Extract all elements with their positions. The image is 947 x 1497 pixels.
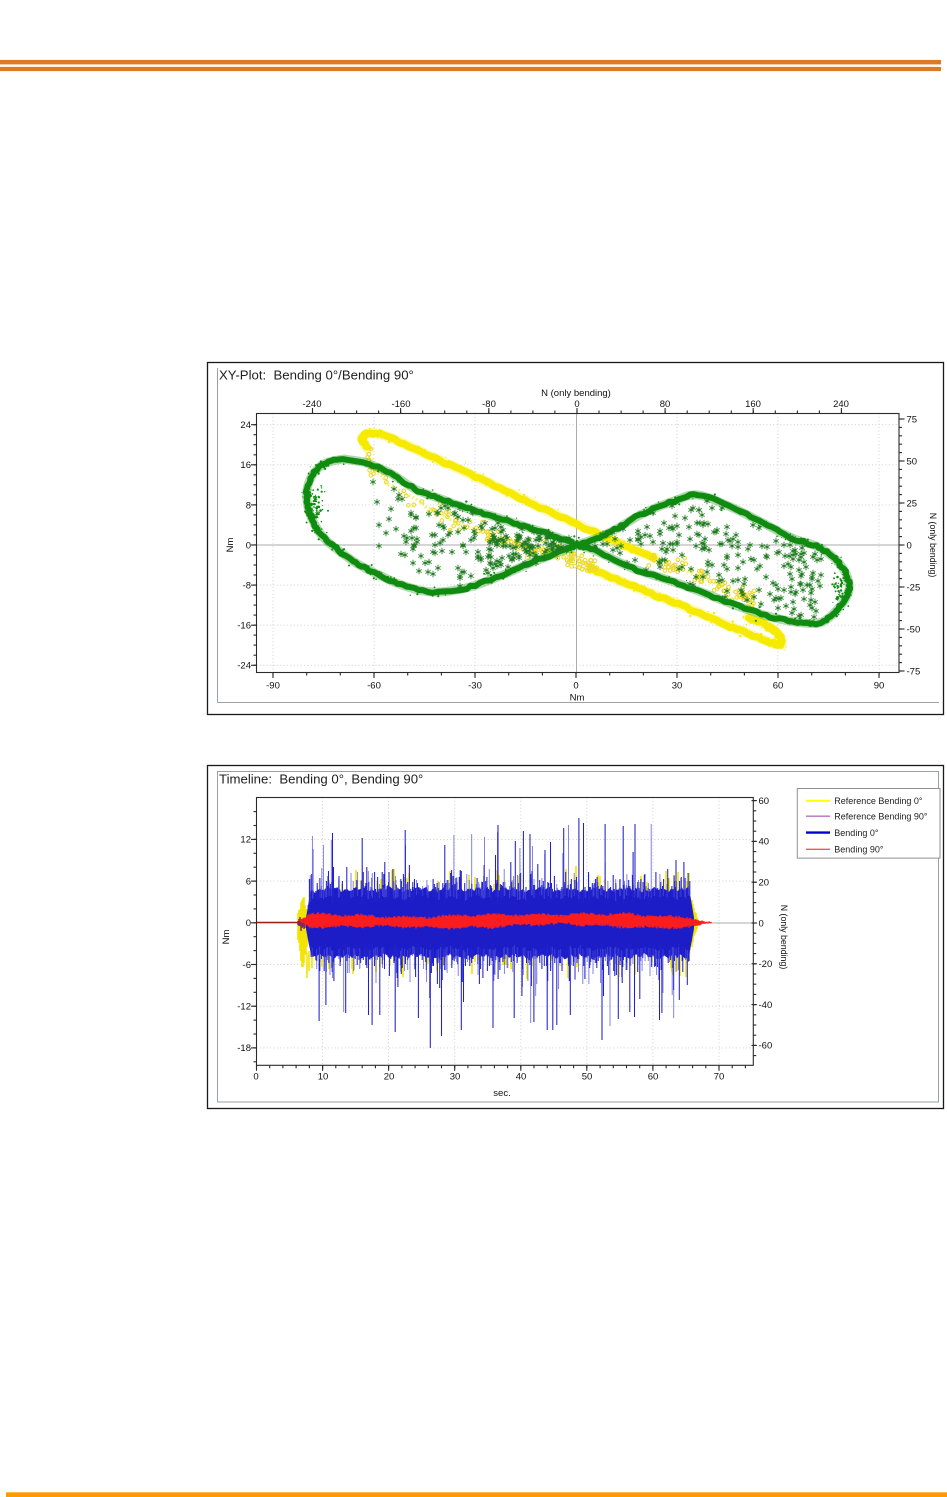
svg-text:8: 8 (246, 500, 251, 511)
svg-text:16: 16 (240, 460, 251, 471)
svg-text:-25: -25 (907, 582, 921, 593)
svg-text:XY-Plot: Bending 0°/Bending 9: XY-Plot: Bending 0°/Bending 90° (219, 368, 414, 383)
svg-text:Reference Bending 90°: Reference Bending 90° (834, 811, 928, 821)
svg-text:N (only bending): N (only bending) (779, 905, 789, 970)
svg-text:25: 25 (907, 498, 918, 509)
svg-text:12: 12 (240, 835, 251, 846)
svg-text:0: 0 (246, 540, 251, 551)
svg-text:40: 40 (516, 1072, 527, 1083)
svg-text:-80: -80 (482, 399, 496, 410)
svg-text:30: 30 (672, 681, 683, 692)
svg-text:50: 50 (582, 1072, 593, 1083)
svg-text:60: 60 (759, 796, 770, 807)
svg-text:20: 20 (759, 878, 770, 889)
svg-text:sec.: sec. (493, 1088, 510, 1099)
svg-text:0: 0 (759, 918, 764, 929)
svg-text:-60: -60 (759, 1041, 773, 1052)
svg-text:Timeline: Bending 0°, Bending: Timeline: Bending 0°, Bending 90° (219, 772, 423, 787)
svg-text:0: 0 (907, 540, 912, 551)
svg-text:-8: -8 (243, 581, 251, 592)
svg-text:N (only bending): N (only bending) (541, 388, 611, 399)
svg-text:0: 0 (574, 399, 579, 410)
svg-text:60: 60 (773, 681, 784, 692)
svg-text:N (only bending): N (only bending) (928, 513, 938, 578)
svg-text:-240: -240 (302, 399, 321, 410)
svg-text:24: 24 (240, 420, 251, 431)
svg-text:160: 160 (745, 399, 761, 410)
svg-text:Bending 90°: Bending 90° (834, 845, 884, 855)
svg-text:40: 40 (759, 837, 770, 848)
svg-text:75: 75 (907, 414, 918, 425)
svg-text:-6: -6 (243, 960, 251, 971)
svg-text:0: 0 (253, 1072, 258, 1083)
svg-text:Reference Bending 0°: Reference Bending 0° (834, 796, 923, 806)
svg-text:90: 90 (874, 681, 885, 692)
svg-text:-16: -16 (237, 621, 251, 632)
svg-text:10: 10 (318, 1072, 329, 1083)
svg-text:-24: -24 (237, 661, 251, 672)
svg-text:60: 60 (648, 1072, 659, 1083)
svg-text:20: 20 (384, 1072, 395, 1083)
svg-text:50: 50 (907, 456, 918, 467)
svg-text:80: 80 (660, 399, 671, 410)
svg-text:70: 70 (714, 1072, 725, 1083)
svg-text:-12: -12 (237, 1002, 251, 1013)
svg-text:30: 30 (450, 1072, 461, 1083)
svg-text:-30: -30 (468, 681, 482, 692)
svg-text:-160: -160 (391, 399, 410, 410)
svg-text:-60: -60 (367, 681, 381, 692)
svg-text:-20: -20 (759, 959, 773, 970)
svg-text:Nm: Nm (570, 693, 585, 704)
svg-text:Nm: Nm (221, 930, 232, 945)
svg-text:0: 0 (573, 681, 578, 692)
svg-text:240: 240 (833, 399, 849, 410)
svg-text:6: 6 (246, 876, 251, 887)
svg-text:-40: -40 (759, 1000, 773, 1011)
svg-text:-75: -75 (907, 666, 921, 677)
svg-text:Nm: Nm (225, 538, 236, 553)
svg-text:Bending 0°: Bending 0° (834, 828, 879, 838)
svg-text:-90: -90 (266, 681, 280, 692)
svg-text:0: 0 (246, 918, 251, 929)
svg-text:-18: -18 (237, 1043, 251, 1054)
svg-text:-50: -50 (907, 624, 921, 635)
